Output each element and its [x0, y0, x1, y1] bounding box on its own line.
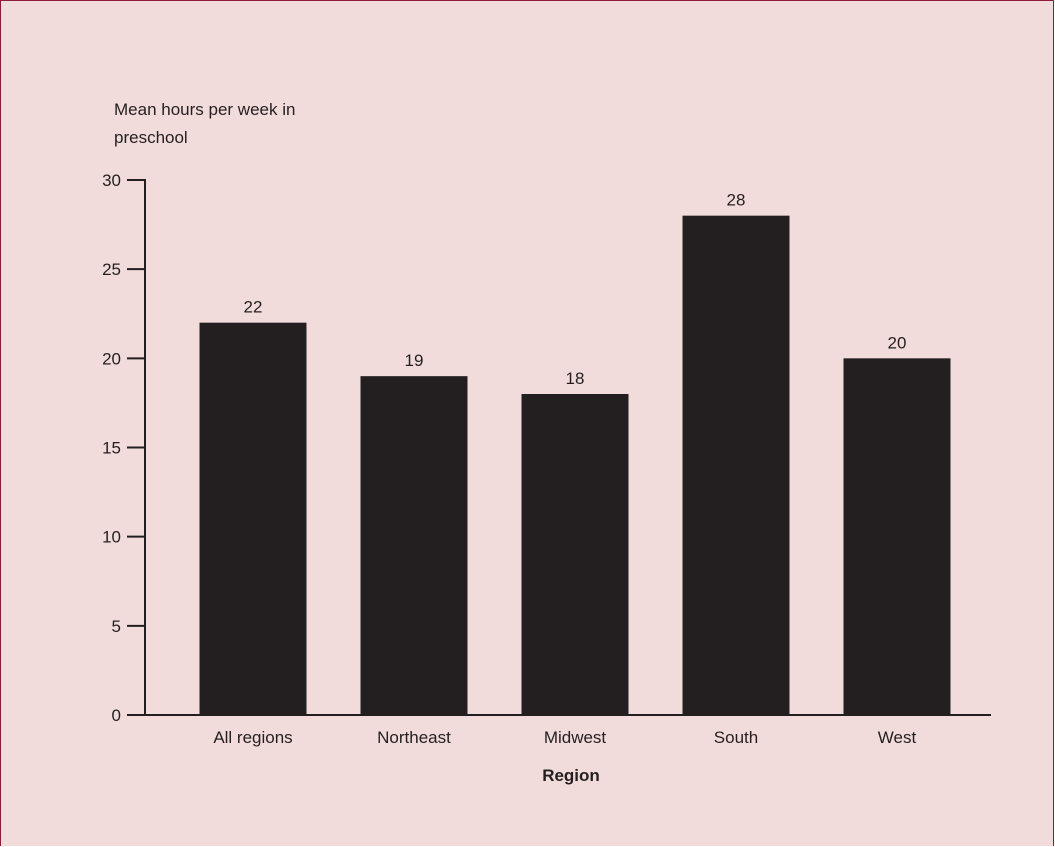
y-tick-label: 0: [112, 706, 121, 725]
x-tick-label: Midwest: [544, 728, 607, 747]
bar-all-regions: [199, 322, 307, 715]
y-tick-label: 10: [102, 528, 121, 547]
bar-west: [843, 358, 951, 715]
y-tick-label: 20: [102, 349, 121, 368]
x-tick-label: All regions: [213, 728, 292, 747]
bar-midwest: [521, 394, 629, 715]
bars: 22 All regions 19 Northeast 18 Midwest 28 South…: [199, 191, 951, 747]
bar-south: [682, 215, 790, 715]
y-axis-ticks: 0 5 10 15 20 25 30: [102, 171, 145, 725]
bar-northeast: [360, 376, 468, 715]
value-label: 28: [727, 191, 746, 210]
value-label: 20: [888, 333, 907, 352]
value-label: 19: [405, 351, 424, 370]
value-label: 22: [244, 298, 263, 317]
y-tick-label: 15: [102, 439, 121, 458]
x-tick-label: West: [878, 728, 917, 747]
y-tick-label: 5: [112, 617, 121, 636]
y-axis-label-line-1: Mean hours per week in: [114, 100, 295, 119]
x-tick-label: South: [714, 728, 758, 747]
y-tick-label: 25: [102, 260, 121, 279]
value-label: 18: [566, 369, 585, 388]
y-axis-label-line-2: preschool: [114, 128, 188, 147]
x-tick-label: Northeast: [377, 728, 451, 747]
x-axis-label: Region: [542, 766, 600, 785]
y-tick-label: 30: [102, 171, 121, 190]
